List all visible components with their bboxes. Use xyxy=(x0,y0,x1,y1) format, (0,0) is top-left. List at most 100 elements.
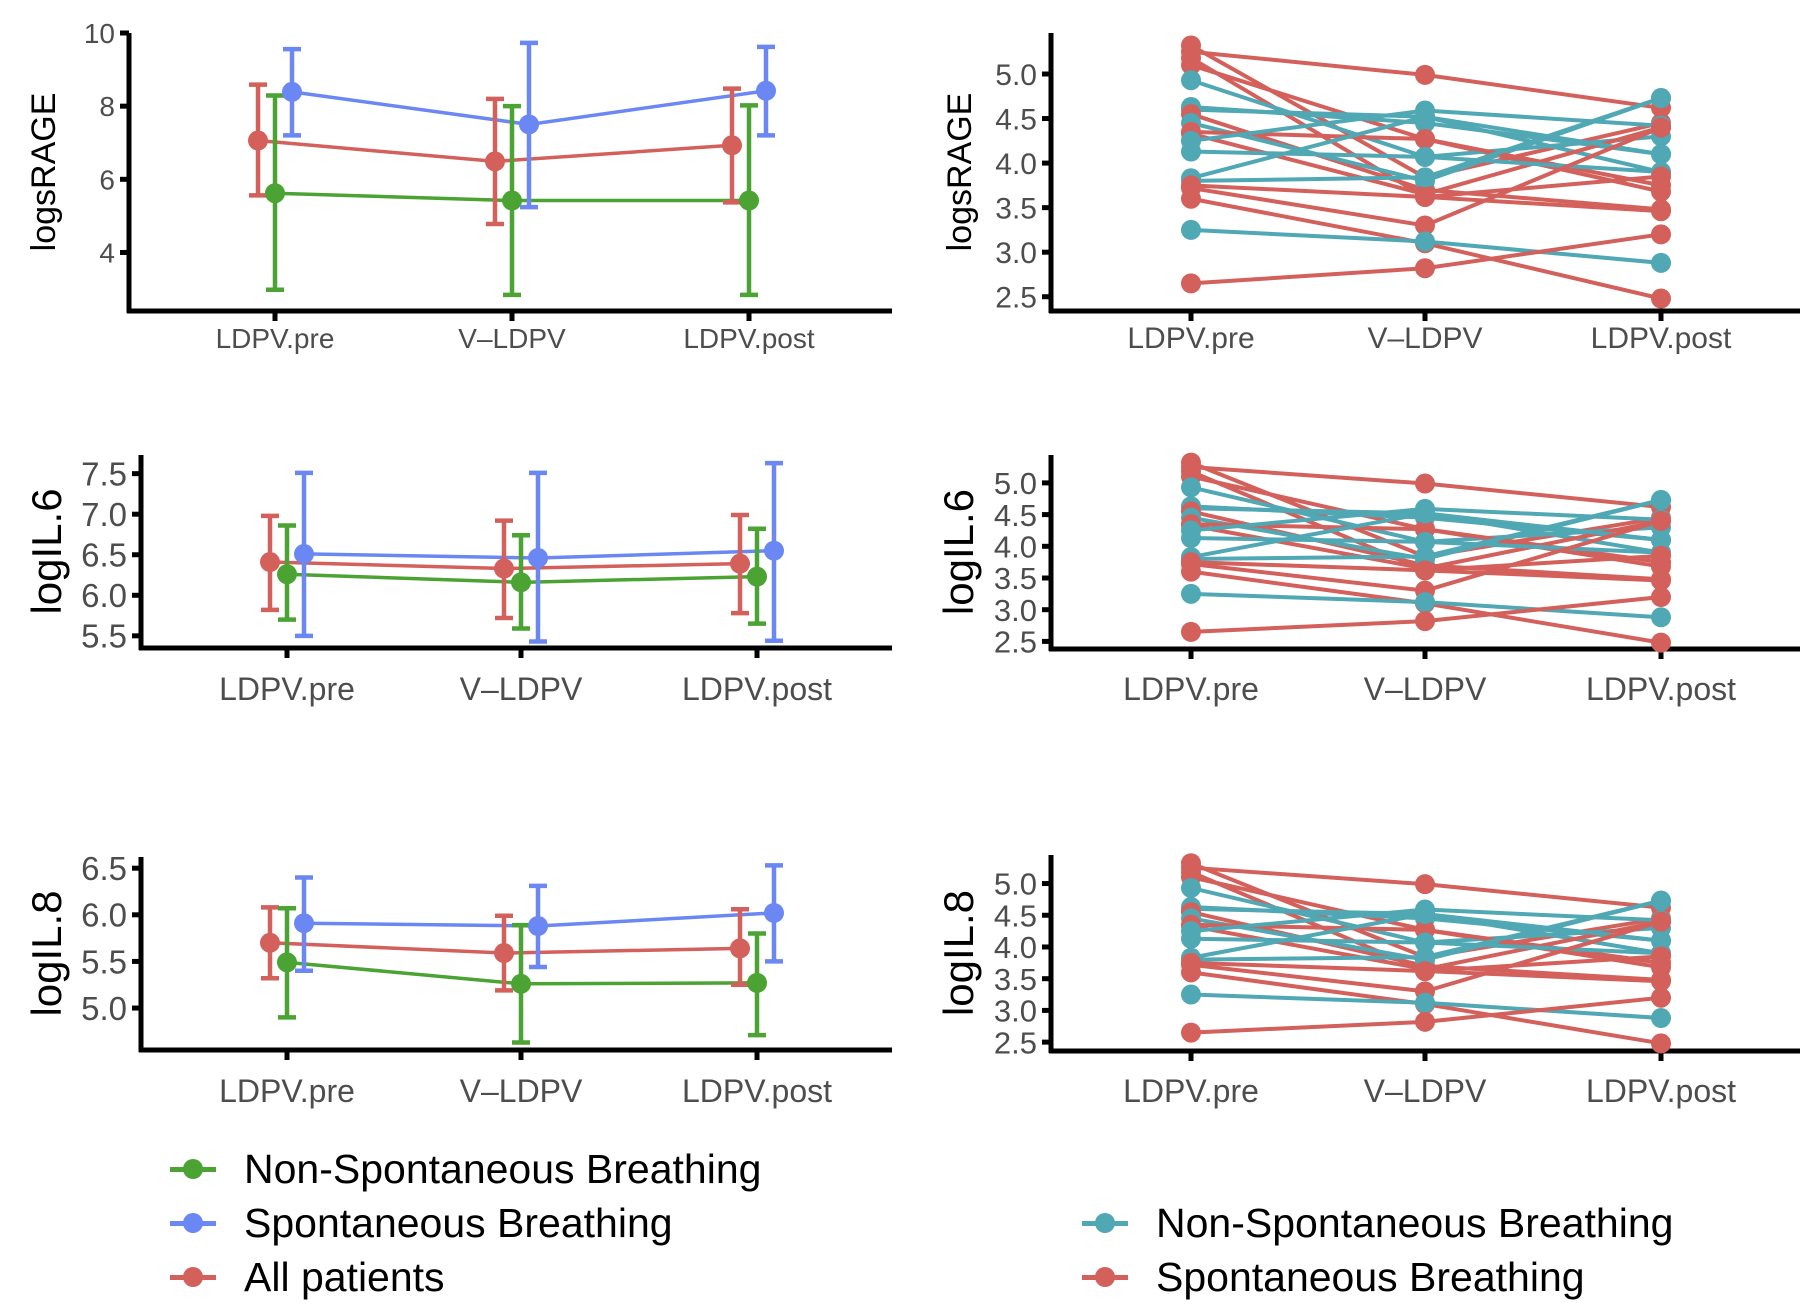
patient-point xyxy=(1181,141,1201,162)
patient-point xyxy=(1181,273,1201,294)
y-tick-label: 4.5 xyxy=(994,498,1037,533)
x-tick-label: V–LDPV xyxy=(1364,1073,1487,1109)
legend-key-icon xyxy=(1082,1208,1128,1238)
patient-point xyxy=(1415,560,1435,581)
patient-point xyxy=(1651,946,1671,967)
patient-point xyxy=(1181,621,1201,642)
mean-point xyxy=(260,552,280,573)
y-tick-label: 5.0 xyxy=(994,867,1037,902)
x-tick-label: LDPV.pre xyxy=(216,323,335,354)
patient-point xyxy=(1651,199,1671,220)
panel-right-srage: 2.5 3.0 3.5 4.0 4.5 5.0 LDPV.pre V–LDPV LDPV.pos… xyxy=(941,33,1800,355)
x-tick-label: LDPV.post xyxy=(682,671,832,707)
patient-point xyxy=(1651,88,1671,109)
mean-point xyxy=(528,915,548,936)
patient-point xyxy=(1651,545,1671,566)
patient-point xyxy=(1415,106,1435,127)
mean-point xyxy=(494,943,514,964)
patient-point xyxy=(1181,55,1201,76)
patient-point xyxy=(1651,252,1671,273)
patient-point xyxy=(1415,186,1435,207)
patient-point xyxy=(1415,215,1435,236)
legend-key-icon xyxy=(170,1208,216,1238)
patient-point xyxy=(1415,64,1435,85)
x-tick-label: V–LDPV xyxy=(460,671,583,707)
patient-point xyxy=(1181,561,1201,582)
y-tick-label: 6.5 xyxy=(81,537,127,574)
mean-point xyxy=(502,190,522,211)
mean-point xyxy=(511,572,531,593)
patient-point xyxy=(1415,611,1435,632)
patient-point xyxy=(1415,592,1435,613)
mean-point xyxy=(294,913,314,934)
patient-point xyxy=(1181,984,1201,1005)
legend-label: Spontaneous Breathing xyxy=(244,1199,673,1246)
y-tick-label: 5.0 xyxy=(995,59,1037,92)
patient-point xyxy=(1651,987,1671,1008)
mean-point xyxy=(511,973,531,994)
x-tick-label: LDPV.post xyxy=(1586,671,1736,707)
patient-point xyxy=(1415,503,1435,524)
mean-point xyxy=(764,902,784,923)
panel-right-il6: 2.53.03.54.04.55.0 LDPV.pre V–LDPV LDPV.pos… xyxy=(935,452,1800,707)
patient-point xyxy=(1651,587,1671,608)
patient-point xyxy=(1651,911,1671,932)
y-tick-label: 5.0 xyxy=(81,990,127,1027)
patient-point xyxy=(1651,890,1671,911)
mean-point xyxy=(764,540,784,561)
y-tick-label: 10 xyxy=(84,18,115,49)
y-tick-label: 6 xyxy=(99,164,115,195)
legend-left: Non-Spontaneous Breathing Spontaneous Br… xyxy=(170,1142,761,1304)
y-tick-label: 3.5 xyxy=(994,561,1037,596)
y-tick-label: 4.5 xyxy=(995,103,1037,136)
y-tick-label: 5.5 xyxy=(81,943,127,980)
panel-right-il8: 2.53.03.54.04.55.0 LDPV.pre V–LDPV LDPV.pos… xyxy=(935,853,1800,1109)
mean-point xyxy=(265,183,285,204)
patient-point xyxy=(1181,188,1201,209)
mean-point xyxy=(730,938,750,959)
patient-point xyxy=(1651,607,1671,628)
mean-point xyxy=(485,151,505,172)
legend-point xyxy=(1095,1213,1115,1233)
patient-point xyxy=(1415,129,1435,150)
legend-point xyxy=(183,1213,203,1233)
y-tick-label: 4 xyxy=(99,238,115,269)
patient-point xyxy=(1415,1011,1435,1032)
legend-item-all-patients: All patients xyxy=(170,1250,761,1304)
x-tick-label: LDPV.pre xyxy=(1127,322,1254,355)
patient-point xyxy=(1415,947,1435,968)
x-tick-label: LDPV.pre xyxy=(219,671,355,707)
legend-label: Non-Spontaneous Breathing xyxy=(1156,1199,1674,1246)
x-tick-label: V–LDPV xyxy=(460,1073,583,1109)
patient-point xyxy=(1181,928,1201,949)
x-tick-label: LDPV.post xyxy=(1591,322,1732,355)
y-tick-label: 3.5 xyxy=(995,192,1037,225)
patient-point xyxy=(1415,473,1435,494)
patient-point xyxy=(1181,477,1201,498)
mean-point xyxy=(277,952,297,973)
x-tick-label: V–LDPV xyxy=(1367,322,1482,355)
y-tick-label: 3.0 xyxy=(995,237,1037,270)
y-tick-label: 2.5 xyxy=(995,282,1037,315)
mean-point xyxy=(260,932,280,953)
y-tick-label: 6.0 xyxy=(81,897,127,934)
mean-point xyxy=(747,972,767,993)
x-tick-label: V–LDPV xyxy=(458,323,566,354)
patient-point xyxy=(1181,583,1201,604)
x-tick-label: V–LDPV xyxy=(1364,671,1487,707)
patient-point xyxy=(1651,288,1671,309)
mean-point xyxy=(730,553,750,574)
legend-item-spontaneous: Spontaneous Breathing xyxy=(170,1196,761,1250)
patient-point xyxy=(1415,231,1435,252)
y-tick-label: 4.5 xyxy=(994,898,1037,933)
panel-left-il8: 5.0 5.5 6.0 6.5 LDPV.pre V–LDPV LDPV.post logIL… xyxy=(23,850,892,1109)
patient-point xyxy=(1651,224,1671,245)
patient-point xyxy=(1415,546,1435,567)
mean-point xyxy=(248,130,268,151)
y-tick-label: 3.5 xyxy=(994,962,1037,997)
legend-point xyxy=(183,1159,203,1179)
panel-left-il6: 5.5 6.06.5 7.07.5 LDPV.pre V–LDPV LDPV.post lo… xyxy=(23,455,892,707)
y-tick-label: 8 xyxy=(99,91,115,122)
y-tick-label: 4.0 xyxy=(995,148,1037,181)
patient-point xyxy=(1181,219,1201,240)
